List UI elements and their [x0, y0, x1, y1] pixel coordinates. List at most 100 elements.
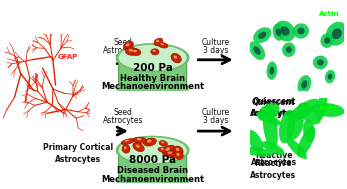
Text: Astrocytes: Astrocytes — [250, 171, 296, 180]
Ellipse shape — [116, 136, 189, 164]
Ellipse shape — [159, 141, 168, 146]
Ellipse shape — [328, 74, 332, 80]
Ellipse shape — [326, 22, 347, 46]
Text: Astrocytes: Astrocytes — [102, 46, 143, 55]
Text: Primary Cortical: Primary Cortical — [43, 143, 113, 153]
Ellipse shape — [129, 49, 133, 52]
Ellipse shape — [293, 23, 309, 39]
Ellipse shape — [158, 42, 168, 48]
Ellipse shape — [116, 173, 189, 188]
Ellipse shape — [266, 61, 277, 80]
Ellipse shape — [297, 127, 315, 157]
Ellipse shape — [144, 138, 156, 146]
Ellipse shape — [279, 110, 295, 143]
Text: Astrocytes: Astrocytes — [251, 108, 297, 118]
Text: Quiescent: Quiescent — [252, 98, 295, 107]
Ellipse shape — [253, 46, 261, 55]
FancyBboxPatch shape — [119, 148, 187, 182]
Ellipse shape — [133, 137, 147, 143]
Ellipse shape — [171, 53, 181, 63]
Text: GFAP: GFAP — [57, 54, 77, 60]
Text: Astrocytes: Astrocytes — [251, 159, 297, 167]
Ellipse shape — [253, 27, 271, 43]
Ellipse shape — [136, 145, 140, 148]
Text: 200 Pa: 200 Pa — [133, 63, 172, 73]
Ellipse shape — [133, 50, 137, 52]
Text: Astrocytes: Astrocytes — [250, 108, 296, 118]
Ellipse shape — [270, 67, 274, 75]
Ellipse shape — [287, 99, 319, 122]
Ellipse shape — [147, 140, 152, 143]
Text: Reactive: Reactive — [255, 151, 293, 160]
Ellipse shape — [122, 145, 130, 153]
Text: Culture: Culture — [201, 38, 230, 47]
Text: Seed: Seed — [113, 38, 132, 47]
Ellipse shape — [158, 147, 168, 152]
Ellipse shape — [286, 138, 307, 159]
Text: 3 days: 3 days — [203, 115, 228, 125]
Ellipse shape — [133, 143, 144, 152]
Ellipse shape — [119, 138, 186, 163]
Ellipse shape — [168, 151, 172, 154]
Ellipse shape — [160, 148, 164, 150]
Ellipse shape — [317, 59, 324, 66]
Text: Actin: Actin — [319, 11, 340, 17]
Ellipse shape — [275, 21, 295, 41]
Text: Mechanoenvironment: Mechanoenvironment — [101, 175, 204, 184]
Ellipse shape — [298, 103, 321, 125]
Ellipse shape — [297, 28, 305, 34]
Ellipse shape — [123, 41, 134, 50]
Text: Diseased Brain: Diseased Brain — [117, 166, 188, 175]
Text: Quiescent: Quiescent — [252, 97, 296, 106]
Ellipse shape — [119, 46, 186, 70]
Ellipse shape — [131, 49, 141, 56]
Ellipse shape — [276, 28, 281, 36]
Ellipse shape — [124, 146, 127, 149]
Ellipse shape — [301, 80, 307, 89]
Ellipse shape — [282, 42, 296, 57]
Ellipse shape — [160, 43, 164, 45]
Ellipse shape — [261, 141, 285, 155]
Ellipse shape — [156, 40, 159, 42]
Ellipse shape — [116, 44, 189, 72]
Ellipse shape — [320, 33, 334, 48]
Ellipse shape — [303, 119, 315, 143]
Text: Healthy Brain: Healthy Brain — [120, 74, 185, 83]
Ellipse shape — [174, 146, 183, 155]
Ellipse shape — [174, 55, 177, 59]
Ellipse shape — [297, 75, 311, 94]
Ellipse shape — [249, 41, 265, 60]
Ellipse shape — [121, 139, 135, 145]
Ellipse shape — [125, 140, 129, 142]
Ellipse shape — [162, 145, 175, 155]
Ellipse shape — [263, 104, 278, 150]
Ellipse shape — [166, 147, 170, 151]
Ellipse shape — [154, 38, 163, 46]
Ellipse shape — [247, 130, 263, 153]
Text: Reactive: Reactive — [255, 159, 292, 168]
Ellipse shape — [125, 47, 138, 55]
Ellipse shape — [153, 50, 155, 52]
Ellipse shape — [116, 81, 189, 96]
Ellipse shape — [313, 56, 328, 69]
Text: Astrocytes: Astrocytes — [55, 155, 101, 164]
Ellipse shape — [324, 37, 330, 44]
Text: 8000 Pa: 8000 Pa — [129, 156, 176, 166]
Ellipse shape — [164, 150, 177, 157]
Text: 3 days: 3 days — [203, 46, 228, 55]
Ellipse shape — [176, 153, 180, 156]
Ellipse shape — [256, 112, 281, 125]
Ellipse shape — [258, 32, 266, 39]
Ellipse shape — [286, 46, 292, 53]
Ellipse shape — [287, 112, 304, 140]
Ellipse shape — [332, 28, 342, 39]
Ellipse shape — [161, 141, 164, 143]
Text: Culture: Culture — [201, 108, 230, 117]
Ellipse shape — [176, 148, 179, 151]
Ellipse shape — [126, 43, 129, 46]
Ellipse shape — [151, 49, 159, 55]
Ellipse shape — [312, 103, 345, 117]
Text: Astrocytes: Astrocytes — [102, 115, 143, 125]
Ellipse shape — [272, 23, 284, 41]
Ellipse shape — [280, 26, 290, 36]
